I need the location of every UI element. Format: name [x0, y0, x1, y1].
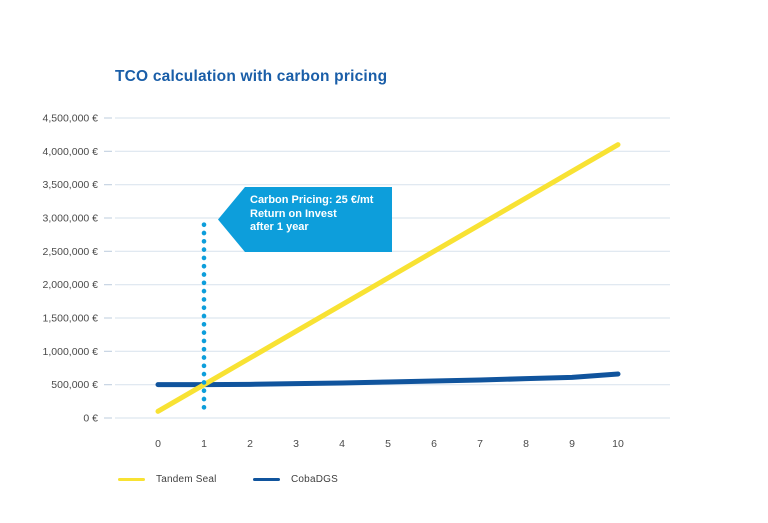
- carbon-pricing-callout: Carbon Pricing: 25 €/mt Return on Invest…: [218, 187, 392, 252]
- legend-item-cobadgs: CobaDGS: [253, 474, 338, 485]
- y-axis-tick-label: 1,500,000 €: [43, 313, 99, 325]
- x-axis-tick-label: 7: [477, 438, 483, 450]
- callout-line-1: Carbon Pricing: 25 €/mt: [250, 194, 374, 206]
- x-axis-tick-label: 4: [339, 438, 345, 450]
- legend-item-tandem-seal: Tandem Seal: [118, 474, 217, 485]
- y-axis-tick-label: 1,000,000 €: [43, 346, 99, 358]
- x-axis-tick-label: 1: [201, 438, 207, 450]
- legend-label-tandem-seal: Tandem Seal: [156, 474, 217, 485]
- x-axis-tick-label: 9: [569, 438, 575, 450]
- legend-swatch-cobadgs: [253, 477, 280, 482]
- x-axis-tick-label: 3: [293, 438, 299, 450]
- x-axis-tick-label: 6: [431, 438, 437, 450]
- y-axis-tick-label: 2,000,000 €: [43, 279, 99, 291]
- x-axis-tick-label: 2: [247, 438, 253, 450]
- y-axis-tick-label: 4,500,000 €: [43, 113, 99, 125]
- series-line-tandem-seal: [155, 142, 621, 414]
- y-axis-tick-label: 2,500,000 €: [43, 246, 99, 258]
- x-axis-tick-label: 10: [612, 438, 624, 450]
- chart-title: TCO calculation with carbon pricing: [115, 68, 388, 85]
- legend-swatch-tandem-seal: [118, 477, 145, 482]
- callout-line-2: Return on Invest: [250, 207, 337, 220]
- x-axis-tick-label: 0: [155, 438, 161, 450]
- callout-line-3: after 1 year: [250, 221, 309, 233]
- y-axis-tick-label: 3,000,000 €: [43, 213, 99, 225]
- y-axis-tick-label: 0 €: [83, 413, 98, 425]
- series-line-cobadgs: [155, 371, 621, 388]
- y-axis-tick-label: 3,500,000 €: [43, 179, 99, 191]
- y-axis-tick-label: 4,000,000 €: [43, 146, 99, 158]
- y-axis-tick-label: 500,000 €: [51, 379, 98, 391]
- legend-label-cobadgs: CobaDGS: [291, 474, 338, 485]
- x-axis-tick-label: 5: [385, 438, 391, 450]
- x-axis-tick-label: 8: [523, 438, 529, 450]
